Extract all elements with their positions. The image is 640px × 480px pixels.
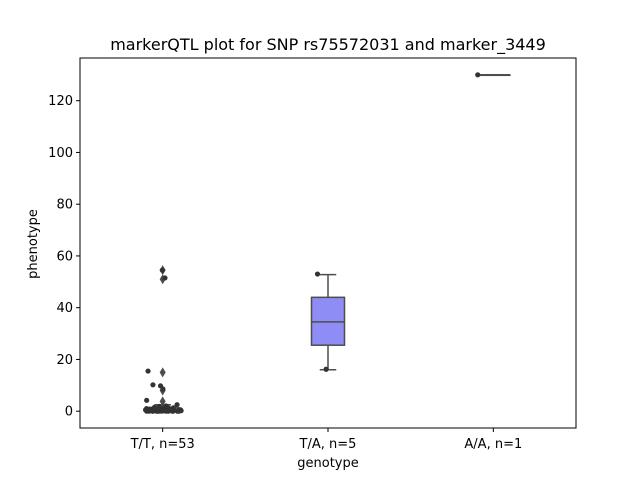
- y-tick-label: 120: [48, 94, 73, 109]
- strip-point: [174, 402, 180, 408]
- strip-point: [165, 408, 172, 414]
- plot-area: [142, 72, 511, 414]
- strip-point: [156, 408, 162, 414]
- x-axis-label: genotype: [297, 456, 358, 471]
- strip-point: [146, 408, 152, 414]
- box-outlier: [159, 367, 166, 378]
- x-tick-label: A/A, n=1: [464, 437, 522, 452]
- box-outlier: [159, 396, 166, 407]
- strip-point: [150, 408, 156, 414]
- y-tick-label: 0: [65, 405, 73, 420]
- strip-point: [145, 368, 151, 374]
- strip-point: [475, 72, 481, 78]
- chart-title: markerQTL plot for SNP rs75572031 and ma…: [110, 35, 546, 55]
- y-tick-label: 100: [48, 146, 73, 161]
- y-axis-label: phenotype: [26, 209, 41, 279]
- strip-point: [144, 397, 150, 403]
- strip-point: [162, 275, 168, 281]
- strip-point: [174, 408, 180, 414]
- strip-point: [160, 386, 166, 392]
- axes-frame: [79, 57, 577, 429]
- x-tick-label: T/T, n=53: [130, 437, 195, 452]
- strip-point: [150, 382, 156, 388]
- y-tick-label: 40: [56, 301, 73, 316]
- y-tick-label: 60: [56, 249, 73, 264]
- y-tick-label: 20: [56, 353, 73, 368]
- y-tick-label: 80: [56, 198, 73, 213]
- strip-point: [159, 267, 165, 273]
- x-tick-label: T/A, n=5: [299, 437, 357, 452]
- strip-point: [323, 366, 329, 372]
- strip-point: [169, 408, 176, 414]
- strip-point: [314, 271, 321, 277]
